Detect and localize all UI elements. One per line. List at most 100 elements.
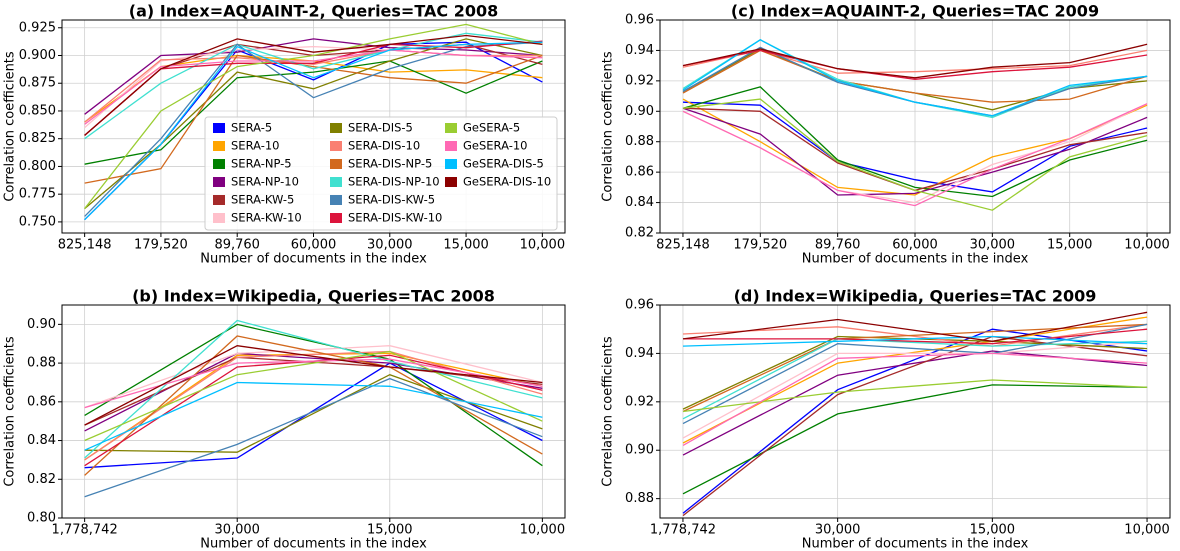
legend-swatch bbox=[445, 177, 457, 187]
y-tick-label: 0.88 bbox=[625, 134, 654, 149]
y-tick-label: 0.80 bbox=[27, 511, 56, 526]
y-tick-label: 0.750 bbox=[19, 214, 56, 229]
x-axis-label: Number of documents in the index bbox=[200, 537, 427, 551]
series-line bbox=[682, 352, 1148, 446]
y-tick-label: 0.90 bbox=[625, 104, 654, 119]
x-tick-label: 1,778,742 bbox=[52, 523, 118, 538]
x-tick-label: 15,000 bbox=[1047, 238, 1093, 253]
series-line bbox=[84, 381, 543, 451]
x-tick-label: 30,000 bbox=[367, 238, 413, 253]
chart-title: (b) Index=Wikipedia, Queries=TAC 2008 bbox=[132, 287, 495, 306]
y-tick-label: 0.82 bbox=[625, 226, 654, 241]
series-line bbox=[84, 54, 543, 184]
series-line bbox=[84, 345, 543, 409]
y-tick-label: 0.925 bbox=[19, 20, 56, 35]
series-line bbox=[682, 98, 1148, 211]
x-tick-label: 60,000 bbox=[892, 238, 938, 253]
series-line bbox=[84, 356, 543, 426]
y-axis-label: Correlation coefficients bbox=[601, 336, 616, 487]
legend-swatch bbox=[330, 213, 342, 223]
legend-swatch bbox=[330, 159, 342, 169]
y-tick-label: 0.775 bbox=[19, 187, 56, 202]
series-line bbox=[682, 335, 1148, 347]
x-tick-label: 60,000 bbox=[291, 238, 337, 253]
series-line bbox=[84, 345, 543, 426]
series-line bbox=[682, 384, 1148, 495]
series-line bbox=[84, 38, 543, 115]
y-axis-label: Correlation coefficients bbox=[601, 51, 616, 202]
series-line bbox=[84, 319, 543, 459]
y-axis-label: Correlation coefficients bbox=[3, 51, 18, 202]
legend-label: SERA-5 bbox=[231, 121, 272, 135]
legend-swatch bbox=[213, 213, 225, 223]
y-tick-label: 0.88 bbox=[27, 356, 56, 371]
y-tick-label: 0.94 bbox=[625, 43, 654, 58]
y-tick-label: 0.825 bbox=[19, 131, 56, 146]
series-line bbox=[682, 338, 1148, 420]
series-line bbox=[682, 103, 1148, 207]
y-tick-label: 0.94 bbox=[625, 346, 654, 361]
x-tick-label: 179,520 bbox=[134, 238, 188, 253]
x-tick-label: 30,000 bbox=[214, 523, 260, 538]
y-axis-label: Correlation coefficients bbox=[3, 336, 18, 487]
series-line bbox=[682, 107, 1148, 196]
x-tick-label: 89,760 bbox=[815, 238, 861, 253]
legend-label: SERA-KW-5 bbox=[231, 193, 294, 207]
legend-swatch bbox=[213, 159, 225, 169]
chart-title: (d) Index=Wikipedia, Queries=TAC 2009 bbox=[734, 287, 1097, 306]
series-line bbox=[683, 328, 1148, 345]
y-tick-label: 0.84 bbox=[625, 195, 654, 210]
x-axis-label: Number of documents in the index bbox=[802, 252, 1029, 267]
y-tick-label: 0.82 bbox=[27, 472, 56, 487]
legend-swatch bbox=[213, 195, 225, 205]
y-tick-label: 0.96 bbox=[625, 13, 654, 28]
series-line bbox=[84, 60, 543, 165]
series-line bbox=[682, 340, 1148, 439]
legend-swatch bbox=[445, 159, 457, 169]
y-tick-label: 0.90 bbox=[27, 317, 56, 332]
plot-frame bbox=[61, 19, 566, 234]
series-line bbox=[84, 41, 543, 221]
series-line bbox=[682, 335, 1148, 517]
series-line bbox=[682, 43, 1148, 79]
legend-swatch bbox=[213, 141, 225, 151]
x-tick-label: 10,000 bbox=[1124, 238, 1170, 253]
legend-label: SERA-DIS-KW-5 bbox=[348, 193, 435, 207]
y-tick-label: 0.900 bbox=[19, 48, 56, 63]
y-tick-label: 0.86 bbox=[27, 394, 56, 409]
y-tick-label: 0.850 bbox=[19, 103, 56, 118]
legend-label: GeSERA-DIS-10 bbox=[463, 175, 551, 189]
y-tick-label: 0.86 bbox=[625, 165, 654, 180]
legend-label: SERA-DIS-KW-10 bbox=[348, 211, 442, 225]
chart-title: (a) Index=AQUAINT-2, Queries=TAC 2008 bbox=[129, 2, 498, 21]
x-tick-label: 30,000 bbox=[970, 238, 1016, 253]
plot-frame bbox=[659, 304, 1171, 519]
series-line bbox=[682, 101, 1148, 193]
series-line bbox=[84, 335, 543, 476]
y-tick-label: 0.88 bbox=[625, 491, 654, 506]
series-line bbox=[682, 39, 1148, 117]
legend-box bbox=[204, 116, 558, 231]
legend-swatch bbox=[330, 123, 342, 133]
x-axis-label: Number of documents in the index bbox=[802, 537, 1029, 551]
y-tick-label: 0.96 bbox=[625, 298, 654, 313]
legend-label: SERA-DIS-10 bbox=[348, 139, 420, 153]
legend-swatch bbox=[445, 123, 457, 133]
legend-label: GeSERA-5 bbox=[463, 121, 520, 135]
series-line bbox=[84, 34, 543, 136]
x-tick-label: 10,000 bbox=[1124, 523, 1170, 538]
x-tick-label: 1,778,742 bbox=[650, 523, 716, 538]
plot-frame bbox=[61, 304, 566, 519]
series-line bbox=[682, 328, 1148, 514]
y-tick-label: 0.90 bbox=[625, 443, 654, 458]
series-line bbox=[84, 41, 543, 217]
legend-label: SERA-10 bbox=[231, 139, 280, 153]
y-tick-label: 0.800 bbox=[19, 159, 56, 174]
legend-swatch bbox=[213, 123, 225, 133]
series-line bbox=[682, 316, 1148, 444]
y-tick-label: 0.875 bbox=[19, 76, 56, 91]
series-line bbox=[84, 352, 543, 461]
legend-swatch bbox=[330, 195, 342, 205]
x-tick-label: 15,000 bbox=[970, 523, 1016, 538]
series-line bbox=[682, 323, 1148, 413]
